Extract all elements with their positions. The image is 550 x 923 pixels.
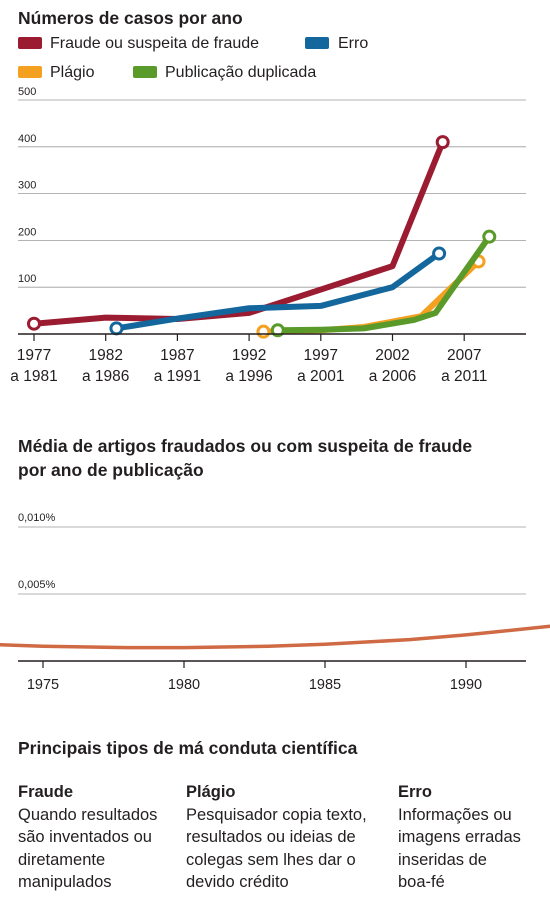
legend-item-erro: Erro	[305, 35, 368, 52]
y-tick-label: 0,010%	[18, 512, 56, 524]
legend-label-fraude: Fraude ou suspeita de fraude	[50, 35, 259, 52]
legend-label-erro: Erro	[338, 35, 368, 52]
chart2-x-axis: 1975198019851990199520002005	[27, 661, 482, 693]
series-start-marker	[270, 323, 285, 338]
x-tick-label: a 2006	[369, 368, 416, 385]
type-text-line: imagens erradas	[398, 828, 521, 846]
chart2-title-line-2: por ano de publicação	[18, 460, 204, 480]
x-tick-label: 1987	[160, 347, 194, 364]
x-tick-label: 1985	[309, 677, 341, 693]
type-text-line: diretamente	[18, 850, 106, 869]
legend-label-plagio: Plágio	[50, 64, 95, 81]
chart1-title: Números de casos por ano	[18, 8, 243, 28]
x-tick-label: a 1991	[154, 368, 201, 385]
type-text-line: colegas sem lhes dar o	[186, 850, 356, 869]
y-tick-label: 0,005%	[18, 579, 56, 591]
series-start-marker	[256, 324, 271, 339]
x-tick-label: 1997	[304, 347, 338, 364]
x-tick-label: 1977	[17, 347, 51, 364]
series-end-marker	[482, 229, 497, 244]
series-start-marker	[109, 321, 124, 336]
type-text-line: inseridas de	[398, 850, 487, 869]
x-tick-label: a 2011	[441, 368, 487, 385]
type-text-line: Quando resultados	[18, 805, 158, 824]
x-tick-label: a 2001	[297, 368, 344, 385]
misconduct-types-title: Principais tipos de má conduta científic…	[18, 738, 358, 758]
y-tick-label: 500	[18, 86, 36, 98]
chart2-plot-area	[0, 624, 550, 650]
series-end-marker	[432, 246, 447, 261]
average-fraud-line	[0, 624, 550, 650]
series-end-marker	[435, 135, 450, 150]
series-line	[274, 233, 493, 334]
chart1-plot-area	[27, 135, 497, 339]
series-fraude	[27, 135, 450, 331]
series-start-marker	[27, 316, 41, 331]
average-fraud-chart: Média de artigos fraudados ou com suspei…	[0, 436, 550, 693]
y-tick-label: 200	[18, 226, 36, 238]
type-fraude: Fraude Quando resultados são inventados …	[18, 781, 157, 894]
type-text-line: Pesquisador copia texto,	[186, 805, 367, 824]
chart1-y-axis: 100 200 300 400 500	[18, 86, 36, 285]
legend-item-plagio: Plágio	[18, 64, 95, 81]
type-text-line: Informações ou	[398, 805, 512, 824]
legend-item-duplicada: Publicação duplicada	[133, 64, 316, 81]
legend-label-duplicada: Publicação duplicada	[165, 64, 316, 81]
x-tick-label: a 1996	[225, 368, 272, 385]
type-heading: Plágio	[186, 783, 236, 801]
chart2-title-line-1: Média de artigos fraudados ou com suspei…	[18, 436, 472, 456]
type-text-line: resultados ou ideias de	[186, 828, 356, 846]
x-tick-label: 2007	[447, 347, 481, 364]
x-tick-label: a 1981	[10, 368, 57, 385]
legend-swatch-plagio	[18, 66, 42, 78]
chart1-x-axis: 1977 a 1981 1982 a 1986 1987 a 1991 1992 a 1996…	[10, 334, 487, 385]
type-erro: Erro Informações ou imagens erradas inse…	[398, 781, 521, 894]
legend: Fraude ou suspeita de fraude Erro Plágio…	[18, 35, 368, 81]
type-heading: Fraude	[18, 783, 74, 801]
cases-per-year-chart: Números de casos por ano Fraude ou suspe…	[10, 8, 526, 385]
type-text-line: manipulados	[18, 873, 112, 891]
series-line	[113, 250, 443, 332]
series-duplicada	[270, 229, 497, 338]
x-tick-label: 1975	[27, 677, 59, 693]
type-plagio: Plágio Pesquisador copia texto, resultad…	[186, 781, 367, 894]
misconduct-types-section: Principais tipos de má conduta científic…	[18, 738, 538, 911]
x-tick-label: a 1986	[82, 368, 129, 385]
legend-swatch-duplicada	[133, 66, 157, 78]
legend-swatch-erro	[305, 37, 329, 49]
x-tick-label: 1982	[88, 347, 122, 364]
type-text-line: são inventados ou	[18, 828, 152, 846]
x-tick-label: 1992	[232, 347, 266, 364]
x-tick-label: 2002	[375, 347, 409, 364]
y-tick-label: 100	[18, 273, 36, 285]
chart1-gridlines	[18, 99, 526, 288]
type-text-line: boa-fé	[398, 873, 445, 891]
legend-item-fraude: Fraude ou suspeita de fraude	[18, 35, 259, 52]
chart2-y-axis: 0,005% 0,010%	[18, 512, 56, 591]
x-tick-label: 1990	[450, 677, 482, 693]
legend-swatch-fraude	[18, 37, 42, 49]
misconduct-types-columns: Fraude Quando resultados são inventados …	[18, 781, 538, 911]
type-heading: Erro	[398, 783, 432, 801]
y-tick-label: 400	[18, 133, 36, 145]
x-tick-label: 1980	[168, 677, 200, 693]
series-line	[31, 139, 446, 327]
type-text-line: devido crédito	[186, 873, 289, 891]
chart2-gridlines	[18, 526, 526, 595]
y-tick-label: 300	[18, 180, 36, 192]
